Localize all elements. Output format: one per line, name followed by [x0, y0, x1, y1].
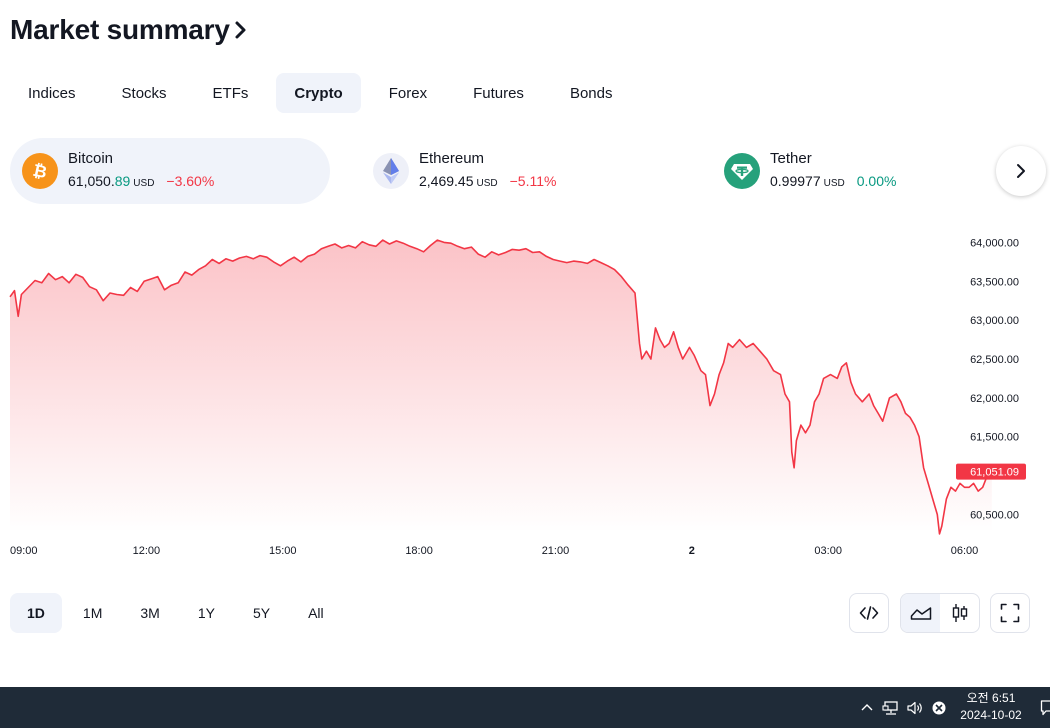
- y-tick-label: 64,000.00: [970, 237, 1019, 249]
- fullscreen-icon: [1000, 603, 1020, 623]
- x-tick-label: 03:00: [814, 545, 842, 557]
- y-tick-label: 62,500.00: [970, 354, 1019, 366]
- price-line: [9, 239, 993, 535]
- y-tick-label: 63,000.00: [970, 315, 1019, 327]
- ticker-price: 61,050.89: [68, 172, 131, 189]
- x-tick-label: 2: [689, 545, 695, 557]
- clock-date: 2024-10-02: [960, 708, 1022, 722]
- price-area-fill: [10, 240, 992, 534]
- system-tray: [860, 687, 874, 728]
- tab-bonds[interactable]: Bonds: [569, 84, 613, 102]
- ticker-price: 2,469.45: [419, 172, 474, 189]
- code-icon: [859, 606, 879, 620]
- network-icon[interactable]: [882, 700, 900, 716]
- tab-forex[interactable]: Forex: [388, 84, 428, 102]
- clock-time: 오전 6:51: [966, 691, 1016, 705]
- x-tick-label: 06:00: [951, 545, 979, 557]
- x-tick-label: 18:00: [405, 545, 433, 557]
- ticker-change: 0.00%: [856, 172, 897, 189]
- tab-crypto[interactable]: Crypto: [276, 73, 361, 113]
- tab-etfs[interactable]: ETFs: [212, 84, 249, 102]
- range-5y[interactable]: 5Y: [252, 605, 271, 621]
- candlestick-chart-button[interactable]: [940, 594, 979, 632]
- market-summary-header[interactable]: Market summary: [10, 14, 248, 46]
- range-1y[interactable]: 1Y: [197, 605, 215, 621]
- ticker-ethereum[interactable]: Ethereum 2,469.45 USD −5.11%: [361, 138, 681, 204]
- y-tick-label: 60,500.00: [970, 509, 1019, 521]
- tether-icon: [724, 153, 760, 189]
- ticker-unit: USD: [133, 177, 155, 189]
- ticker-name: Tether: [770, 149, 812, 167]
- chart-type-toggle: [900, 593, 980, 633]
- tab-stocks[interactable]: Stocks: [121, 84, 167, 102]
- ticker-unit: USD: [823, 177, 845, 189]
- x-tick-label: 15:00: [269, 545, 297, 557]
- price-chart[interactable]: 64,000.00 63,500.00 63,000.00 62,500.00 62,0…: [0, 230, 1050, 575]
- chevron-right-icon: [235, 21, 246, 39]
- x-tick-label: 09:00: [10, 545, 38, 557]
- area-chart-button[interactable]: [901, 594, 940, 632]
- ticker-name: Bitcoin: [68, 149, 114, 167]
- ticker-carousel: ₿ Bitcoin 61,050.89 USD −3.60% Ethereum 2,…: [10, 138, 1050, 204]
- range-all[interactable]: All: [308, 605, 324, 621]
- embed-code-button[interactable]: [849, 593, 889, 633]
- svg-text:₿: ₿: [31, 161, 49, 182]
- area-chart-icon: [910, 607, 931, 620]
- ethereum-icon: [373, 153, 409, 189]
- ime-status-icon[interactable]: [931, 700, 947, 716]
- fullscreen-button[interactable]: [990, 593, 1030, 633]
- chevron-right-icon: [1017, 164, 1025, 178]
- ticker-name: Ethereum: [419, 149, 485, 167]
- notification-icon[interactable]: [1040, 699, 1050, 717]
- ticker-bitcoin[interactable]: ₿ Bitcoin 61,050.89 USD −3.60%: [10, 138, 330, 204]
- ticker-quote: 0.99977 USD 0.00%: [770, 171, 896, 194]
- taskbar-clock[interactable]: 오전 6:51 2024-10-02: [952, 690, 1030, 724]
- last-price-badge: 61,051.09: [956, 463, 1026, 480]
- ticker-price: 0.99977: [770, 172, 821, 189]
- y-tick-label: 61,500.00: [970, 432, 1019, 444]
- category-tabs: Indices Stocks ETFs Crypto Forex Futures…: [10, 73, 640, 113]
- range-1m[interactable]: 1M: [82, 605, 103, 621]
- x-tick-label: 21:00: [542, 545, 570, 557]
- range-3m[interactable]: 3M: [140, 605, 160, 621]
- page-title[interactable]: Market summary: [10, 14, 230, 45]
- ticker-change: −5.11%: [509, 172, 557, 189]
- ticker-quote: 61,050.89 USD −3.60%: [68, 171, 214, 194]
- range-1d[interactable]: 1D: [10, 593, 62, 633]
- tab-futures[interactable]: Futures: [473, 84, 524, 102]
- taskbar: 오전 6:51 2024-10-02: [0, 687, 1050, 728]
- ticker-unit: USD: [476, 177, 498, 189]
- time-range-selector: 1D 1M 3M 1Y 5Y All: [10, 593, 345, 633]
- ticker-change: −3.60%: [166, 172, 215, 189]
- y-tick-label: 62,000.00: [970, 393, 1019, 405]
- tab-indices[interactable]: Indices: [28, 84, 76, 102]
- volume-icon[interactable]: [906, 700, 924, 716]
- y-axis: 64,000.00 63,500.00 63,000.00 62,500.00 62,0…: [970, 237, 1019, 521]
- ticker-tether[interactable]: Tether 0.99977 USD 0.00%: [712, 138, 992, 204]
- y-tick-label: 63,500.00: [970, 276, 1019, 288]
- candlestick-icon: [952, 604, 967, 622]
- carousel-next-button[interactable]: [996, 146, 1046, 196]
- ticker-quote: 2,469.45 USD −5.11%: [419, 171, 556, 194]
- svg-text:61,051.09: 61,051.09: [970, 467, 1019, 479]
- chevron-up-icon[interactable]: [860, 701, 874, 715]
- bitcoin-icon: ₿: [22, 153, 58, 189]
- x-tick-label: 12:00: [133, 545, 161, 557]
- x-axis: 09:00 12:00 15:00 18:00 21:00 2 03:00 06:00: [10, 545, 978, 557]
